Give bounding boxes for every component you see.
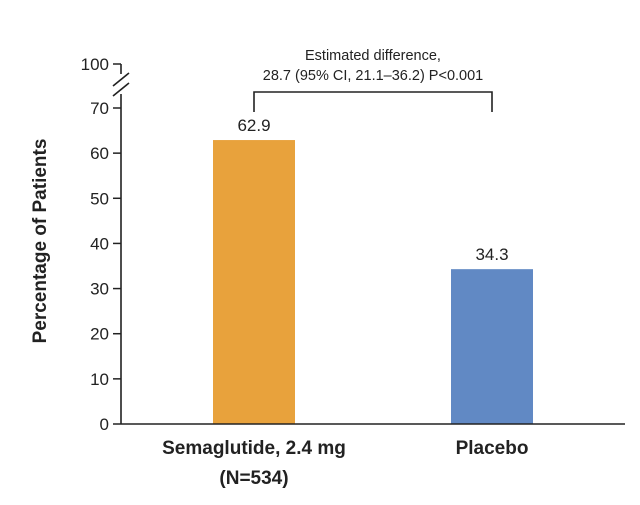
y-tick-label: 0 [100, 415, 109, 434]
bars: 62.9 34.3 [213, 116, 533, 424]
axis-break-mark [112, 72, 130, 87]
y-axis: 0 10 20 30 40 50 60 70 100 [81, 55, 130, 434]
category-label: Placebo [456, 438, 529, 459]
bar-value-label: 62.9 [237, 116, 270, 135]
bar-1 [213, 140, 295, 424]
bar-value-label: 34.3 [475, 245, 508, 264]
annotation-line-1: Estimated difference, [305, 48, 441, 64]
category-label: Semaglutide, 2.4 mg [162, 438, 346, 459]
category-sublabel: (N=534) [219, 468, 288, 489]
difference-bracket [253, 91, 493, 112]
annotation-line-2: 28.7 (95% CI, 21.1–36.2) P<0.001 [263, 68, 483, 84]
y-axis-title: Percentage of Patients [30, 139, 51, 344]
y-tick-label: 70 [90, 99, 109, 118]
axis-break-mark [112, 82, 130, 97]
y-tick-label: 50 [90, 189, 109, 208]
bar-2 [451, 269, 533, 424]
x-axis: Semaglutide, 2.4 mg (N=534) Placebo [121, 423, 625, 489]
difference-annotation: Estimated difference, 28.7 (95% CI, 21.1–… [253, 48, 493, 112]
y-tick-label: 40 [90, 234, 109, 253]
y-tick-label: 30 [90, 280, 109, 299]
y-tick-label: 20 [90, 325, 109, 344]
y-tick-label: 100 [81, 55, 109, 74]
y-tick-label: 60 [90, 144, 109, 163]
y-tick-label: 10 [90, 370, 109, 389]
